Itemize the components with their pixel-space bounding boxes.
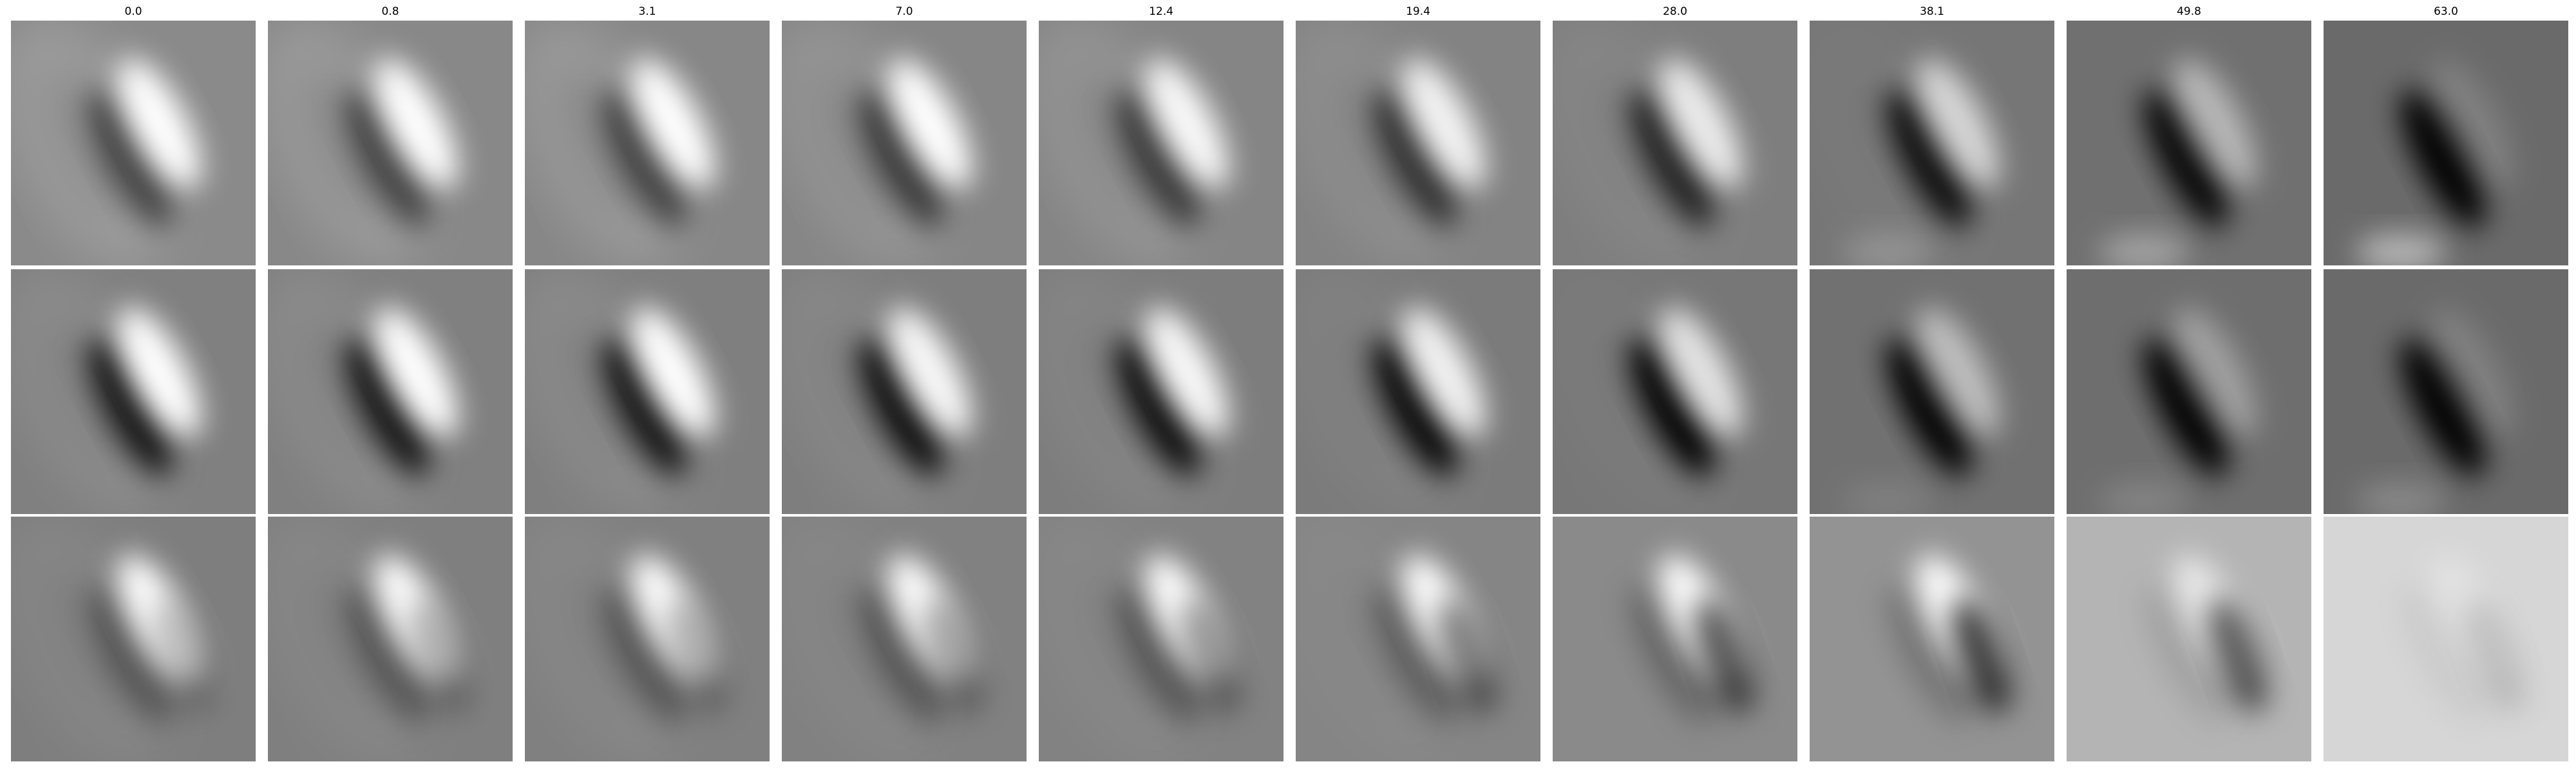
- filter-image-row-2-col-0: [11, 269, 256, 514]
- filter-image-row-2-col-8: [2067, 269, 2311, 514]
- filter-image-row-1-col-7: [1810, 21, 2054, 265]
- filter-image-row-2-col-7: [1810, 269, 2054, 514]
- filter-image-row-2-col-9: [2324, 269, 2568, 514]
- column-title-5: 19.4: [1406, 5, 1430, 18]
- filter-image-row-3-col-1: [268, 517, 513, 761]
- filter-image-row-1-col-0: [11, 21, 256, 265]
- column-title-9: 63.0: [2434, 5, 2458, 18]
- filter-image-row-1-col-9: [2324, 21, 2568, 265]
- filter-image-row-1-col-4: [1039, 21, 1283, 265]
- filter-image-row-1-col-2: [525, 21, 770, 265]
- filter-image-row-3-col-6: [1553, 517, 1797, 761]
- column-title-1: 0.8: [381, 5, 399, 18]
- filter-image-row-3-col-3: [782, 517, 1027, 761]
- filter-image-row-2-col-3: [782, 269, 1027, 514]
- filter-image-row-3-col-8: [2067, 517, 2311, 761]
- column-title-8: 49.8: [2177, 5, 2201, 18]
- filter-image-row-1-col-6: [1553, 21, 1797, 265]
- column-title-0: 0.0: [124, 5, 142, 18]
- filter-image-row-3-col-5: [1296, 517, 1540, 761]
- filter-image-row-2-col-4: [1039, 269, 1283, 514]
- filter-image-row-2-col-5: [1296, 269, 1540, 514]
- filter-image-row-1-col-1: [268, 21, 513, 265]
- filter-image-row-3-col-2: [525, 517, 770, 761]
- filter-image-row-1-col-5: [1296, 21, 1540, 265]
- column-title-6: 28.0: [1663, 5, 1687, 18]
- filter-image-row-3-col-9: [2324, 517, 2568, 761]
- filter-image-row-2-col-6: [1553, 269, 1797, 514]
- filter-image-row-3-col-0: [11, 517, 256, 761]
- column-title-4: 12.4: [1149, 5, 1173, 18]
- column-title-3: 7.0: [895, 5, 913, 18]
- filter-image-row-2-col-2: [525, 269, 770, 514]
- filter-image-row-3-col-4: [1039, 517, 1283, 761]
- filter-image-row-1-col-8: [2067, 21, 2311, 265]
- filter-image-row-3-col-7: [1810, 517, 2054, 761]
- column-title-7: 38.1: [1920, 5, 1944, 18]
- filter-image-row-2-col-1: [268, 269, 513, 514]
- column-title-2: 3.1: [638, 5, 656, 18]
- filter-image-row-1-col-3: [782, 21, 1027, 265]
